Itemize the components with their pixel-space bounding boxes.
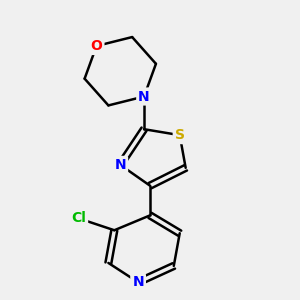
Text: N: N	[132, 275, 144, 289]
Text: Cl: Cl	[71, 212, 86, 225]
Text: N: N	[138, 89, 150, 103]
Text: O: O	[91, 39, 102, 53]
Text: N: N	[115, 158, 126, 172]
Text: S: S	[175, 128, 185, 142]
